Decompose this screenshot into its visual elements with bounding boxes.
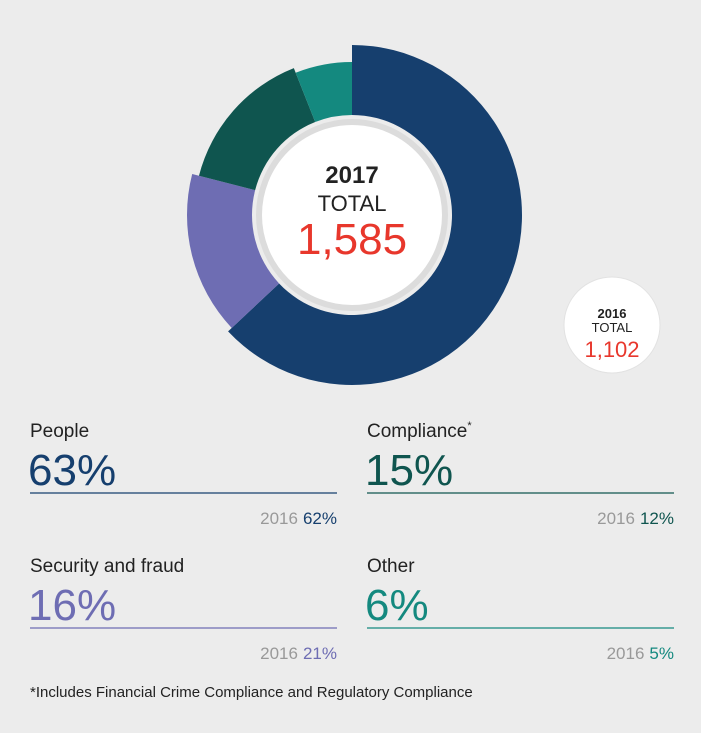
category-value: 63% (28, 446, 116, 495)
footnote: *Includes Financial Crime Compliance and… (30, 684, 473, 701)
previous-share-year: 2016 (260, 644, 298, 663)
category-name: Compliance (367, 421, 467, 442)
previous-share-value: 62% (303, 509, 337, 528)
category-name: Security and fraud (30, 556, 184, 577)
previous-label: TOTAL (592, 320, 633, 335)
category-label: Security and fraud (30, 556, 184, 577)
category-label: People (30, 421, 89, 442)
previous-share: 2016 62% (260, 509, 337, 528)
previous-share-year: 2016 (607, 644, 645, 663)
category-name: People (30, 421, 89, 442)
previous-total: 1,102 (584, 337, 639, 362)
previous-share-year: 2016 (597, 509, 635, 528)
footnote-marker: * (467, 420, 472, 432)
previous-share: 2016 12% (597, 509, 674, 528)
previous-share-value: 21% (303, 644, 337, 663)
previous-share: 2016 21% (260, 644, 337, 663)
donut-segment (198, 68, 316, 191)
center-circle (256, 119, 448, 311)
previous-year: 2016 (598, 306, 627, 321)
donut-segment (228, 45, 523, 386)
previous-share-value: 5% (649, 644, 674, 663)
previous-share: 2016 5% (607, 644, 674, 663)
category-value: 16% (28, 581, 116, 630)
center-year: 2017 (325, 162, 378, 189)
category-label: Compliance* (367, 420, 472, 442)
center-label: TOTAL (318, 191, 387, 216)
category-label: Other (367, 556, 415, 577)
category-value: 6% (365, 581, 429, 630)
donut-segment (295, 62, 352, 123)
previous-share-year: 2016 (260, 509, 298, 528)
category-name: Other (367, 556, 415, 577)
donut-segment (186, 173, 280, 328)
previous-share-value: 12% (640, 509, 674, 528)
category-value: 15% (365, 446, 453, 495)
previous-circle (563, 276, 661, 374)
center-total: 1,585 (297, 215, 407, 264)
